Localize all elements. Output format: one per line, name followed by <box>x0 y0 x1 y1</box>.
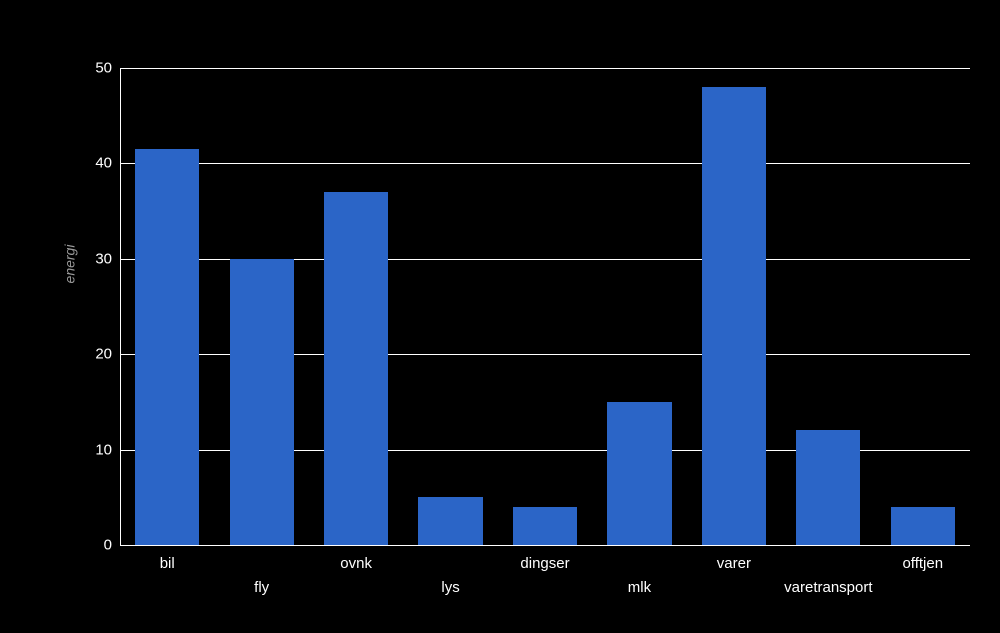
x-tick-label: bil <box>160 545 175 572</box>
x-tick-label: mlk <box>628 545 651 596</box>
x-tick-label: offtjen <box>902 545 943 572</box>
bar <box>891 507 955 545</box>
x-tick-label: varer <box>717 545 751 572</box>
x-tick-label: lys <box>441 545 459 596</box>
y-tick-label: 40 <box>95 155 120 172</box>
x-tick-label: dingser <box>520 545 569 572</box>
bar <box>607 402 671 545</box>
y-tick-label: 20 <box>95 346 120 363</box>
bar <box>135 149 199 545</box>
y-tick-label: 0 <box>104 537 120 554</box>
bar <box>796 430 860 545</box>
y-tick-label: 10 <box>95 441 120 458</box>
gridline <box>120 163 970 164</box>
bar <box>230 259 294 545</box>
bar <box>324 192 388 545</box>
y-axis-label: energi <box>61 245 77 284</box>
x-tick-label: ovnk <box>340 545 372 572</box>
y-tick-label: 50 <box>95 59 120 76</box>
chart-stage: 0 10 20 30 40 50 bil fly ovnk lys dingser mlk varer v… <box>0 0 1000 633</box>
bar <box>418 497 482 545</box>
y-tick-label: 30 <box>95 250 120 267</box>
plot-area: 01020304050bilflyovnklysdingsermlkvarerv… <box>120 20 970 545</box>
bar <box>513 507 577 545</box>
bar <box>702 87 766 545</box>
x-tick-label: varetransport <box>784 545 872 596</box>
y-axis-line <box>120 68 121 545</box>
x-tick-label: fly <box>254 545 269 596</box>
gridline <box>120 68 970 69</box>
